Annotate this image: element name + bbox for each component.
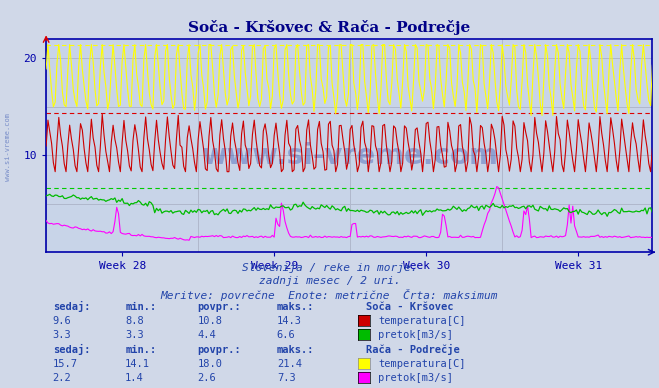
Text: sedaj:: sedaj: (53, 301, 90, 312)
Text: sedaj:: sedaj: (53, 344, 90, 355)
Text: Rača - Podrečje: Rača - Podrečje (366, 344, 459, 355)
Text: 18.0: 18.0 (198, 359, 223, 369)
Text: 3.3: 3.3 (125, 329, 144, 340)
Text: www.si-vreme.com: www.si-vreme.com (5, 113, 11, 182)
Text: 4.4: 4.4 (198, 329, 216, 340)
Text: Slovenija / reke in morje.: Slovenija / reke in morje. (242, 263, 417, 273)
Text: 2.2: 2.2 (53, 373, 71, 383)
Text: 14.3: 14.3 (277, 316, 302, 326)
Text: www.si-vreme.com: www.si-vreme.com (201, 142, 498, 170)
Text: povpr.:: povpr.: (198, 345, 241, 355)
Text: 3.3: 3.3 (53, 329, 71, 340)
Text: 7.3: 7.3 (277, 373, 295, 383)
Text: maks.:: maks.: (277, 345, 314, 355)
Text: 21.4: 21.4 (277, 359, 302, 369)
Text: temperatura[C]: temperatura[C] (378, 359, 466, 369)
Text: 14.1: 14.1 (125, 359, 150, 369)
Text: Soča - Kršovec: Soča - Kršovec (366, 302, 453, 312)
Text: temperatura[C]: temperatura[C] (378, 316, 466, 326)
Text: maks.:: maks.: (277, 302, 314, 312)
Text: 8.8: 8.8 (125, 316, 144, 326)
Text: 15.7: 15.7 (53, 359, 78, 369)
Text: povpr.:: povpr.: (198, 302, 241, 312)
Text: 1.4: 1.4 (125, 373, 144, 383)
Text: Meritve: povrečne  Enote: metrične  Črta: maksimum: Meritve: povrečne Enote: metrične Črta: … (161, 289, 498, 301)
Text: zadnji mesec / 2 uri.: zadnji mesec / 2 uri. (258, 276, 401, 286)
Text: Soča - Kršovec & Rača - Podrečje: Soča - Kršovec & Rača - Podrečje (188, 20, 471, 35)
Text: min.:: min.: (125, 345, 156, 355)
Text: 6.6: 6.6 (277, 329, 295, 340)
Text: pretok[m3/s]: pretok[m3/s] (378, 329, 453, 340)
Text: 10.8: 10.8 (198, 316, 223, 326)
Text: pretok[m3/s]: pretok[m3/s] (378, 373, 453, 383)
Text: min.:: min.: (125, 302, 156, 312)
Text: 2.6: 2.6 (198, 373, 216, 383)
Text: 9.6: 9.6 (53, 316, 71, 326)
